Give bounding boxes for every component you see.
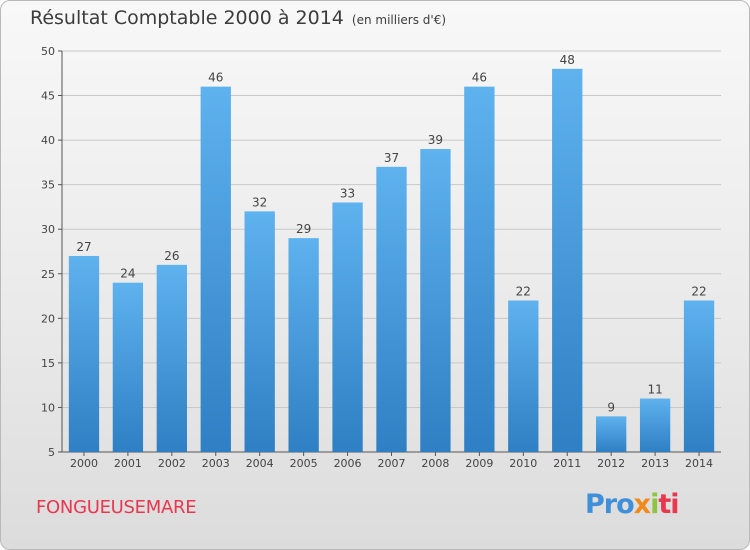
data-label: 33	[340, 186, 355, 200]
x-tick-label: 2010	[509, 457, 537, 470]
data-label: 9	[607, 400, 615, 414]
y-tick-label: 40	[41, 134, 55, 147]
data-label: 32	[252, 195, 267, 209]
data-label: 48	[560, 53, 575, 67]
bar	[552, 68, 583, 453]
bar	[156, 264, 187, 452]
data-label: 39	[428, 133, 443, 147]
y-tick-label: 50	[41, 45, 55, 58]
bar	[332, 202, 363, 452]
chart-title: Résultat Comptable 2000 à 2014 (en millie…	[30, 7, 446, 29]
y-tick-label: 45	[41, 90, 55, 103]
logo-part-2: x	[633, 489, 651, 520]
x-tick-label: 2008	[421, 457, 449, 470]
data-label: 24	[120, 267, 135, 281]
data-label: 46	[208, 71, 223, 85]
data-label: 26	[164, 249, 179, 263]
y-tick-label: 25	[41, 268, 55, 281]
x-tick-label: 2009	[465, 457, 493, 470]
logo-part-1: Pro	[585, 489, 635, 520]
y-tick-label: 30	[41, 223, 55, 236]
data-label: 27	[76, 240, 91, 254]
y-tick-label: 5	[48, 446, 55, 459]
bar	[68, 255, 100, 452]
bar	[244, 211, 275, 452]
data-label: 29	[296, 222, 311, 236]
bar	[508, 300, 539, 452]
x-tick-label: 2005	[290, 457, 318, 470]
x-tick-label: 2003	[202, 457, 230, 470]
bar	[376, 166, 407, 452]
x-tick-label: 2011	[553, 457, 581, 470]
y-tick-label: 35	[41, 179, 55, 192]
bar	[596, 416, 627, 452]
data-label: 11	[647, 383, 662, 397]
bar	[112, 282, 144, 452]
x-tick-label: 2012	[597, 457, 625, 470]
x-tick-label: 2002	[158, 457, 186, 470]
title-unit: (en milliers d'€)	[351, 13, 447, 27]
bar	[464, 86, 495, 453]
proxiti-logo[interactable]: Proxiti	[585, 489, 680, 520]
data-label: 37	[384, 151, 399, 165]
data-label: 46	[472, 71, 487, 85]
y-tick-label: 20	[41, 312, 55, 325]
x-tick-label: 2000	[70, 457, 98, 470]
commune-name: FONGUEUSEMARE	[36, 497, 197, 518]
x-tick-label: 2006	[334, 457, 362, 470]
x-tick-label: 2013	[641, 457, 669, 470]
bar	[288, 238, 319, 452]
data-label: 22	[516, 285, 531, 299]
data-label: 22	[691, 285, 706, 299]
bar	[200, 86, 231, 453]
x-tick-label: 2001	[114, 457, 142, 470]
bar	[639, 398, 671, 452]
bar	[683, 300, 715, 452]
x-tick-label: 2004	[246, 457, 274, 470]
y-tick-label: 10	[41, 401, 55, 414]
bar	[420, 149, 451, 452]
x-tick-label: 2007	[378, 457, 406, 470]
logo-part-3: i	[650, 489, 659, 520]
x-tick-label: 2014	[685, 457, 713, 470]
logo-part-4: ti	[658, 489, 679, 520]
y-tick-label: 15	[41, 357, 55, 370]
title-text: Résultat Comptable 2000 à 2014	[30, 7, 344, 29]
